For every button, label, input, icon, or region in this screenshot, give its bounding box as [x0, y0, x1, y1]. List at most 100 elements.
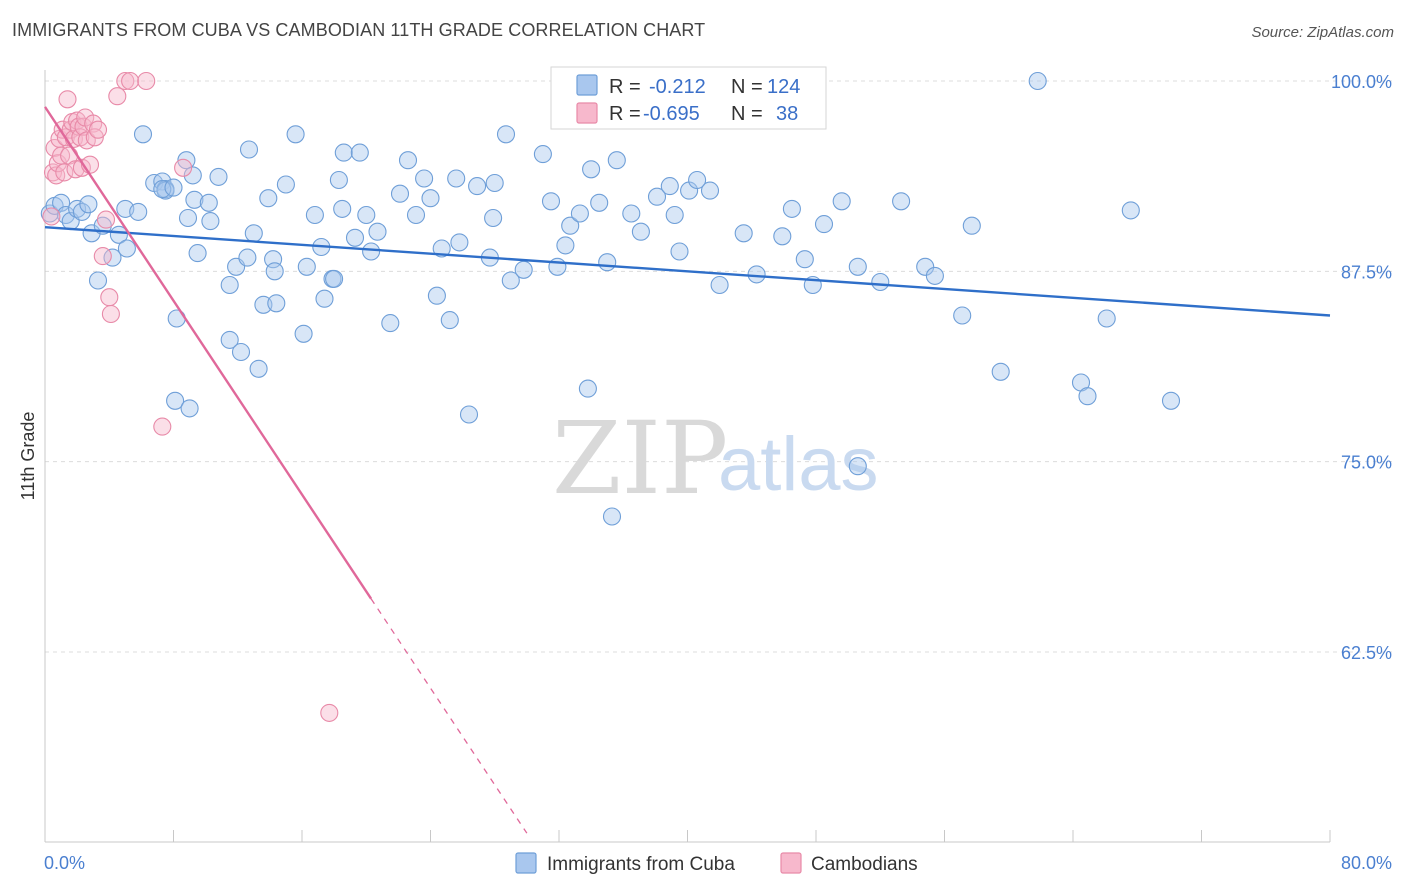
data-point: [556, 236, 575, 255]
data-point: [100, 288, 119, 307]
stats-n-label-cambodians: N =: [731, 103, 763, 125]
data-point: [468, 177, 487, 196]
data-point: [96, 210, 116, 229]
data-point: [101, 304, 120, 324]
data-points: [40, 71, 1181, 722]
data-point: [459, 405, 479, 424]
data-point: [84, 114, 103, 133]
data-point: [117, 239, 136, 258]
data-point: [334, 143, 353, 162]
data-point: [55, 163, 74, 182]
legend: Immigrants from Cuba Cambodians: [515, 852, 918, 875]
data-point: [925, 266, 944, 285]
y-tick-label-2: 87.5%: [1341, 262, 1392, 282]
data-point: [180, 399, 199, 418]
data-point: [631, 222, 650, 241]
data-point: [297, 257, 316, 276]
data-point: [103, 248, 122, 267]
data-point: [561, 216, 580, 235]
data-point: [892, 192, 911, 211]
source-credit: Source: ZipAtlas.com: [1251, 24, 1394, 41]
data-point: [607, 151, 626, 170]
stats-r-value-cuba: -0.212: [649, 76, 706, 98]
data-point: [129, 202, 148, 221]
data-point: [45, 138, 64, 158]
data-point: [66, 160, 85, 179]
data-point: [199, 193, 218, 212]
watermark: ZIP atlas: [552, 400, 879, 517]
data-point: [432, 239, 451, 258]
data-point: [286, 125, 305, 144]
data-point: [357, 205, 376, 225]
legend-item-cambodians[interactable]: Cambodians: [780, 852, 918, 875]
y-tick-label-3: 100.0%: [1331, 72, 1392, 92]
data-point: [381, 314, 400, 333]
trend-lines: [43, 106, 1331, 834]
data-point: [185, 190, 204, 209]
data-point: [320, 703, 339, 722]
stats-n-value-cuba: 124: [767, 76, 800, 98]
data-point: [88, 120, 108, 139]
data-point: [267, 294, 286, 313]
data-point: [773, 227, 792, 246]
grid-lines: [45, 80, 1392, 653]
data-point: [953, 306, 972, 325]
data-point: [72, 202, 91, 221]
legend-item-cuba[interactable]: Immigrants from Cuba: [515, 852, 735, 875]
stats-r-value-cambodians: -0.695: [643, 103, 700, 125]
data-point: [188, 244, 207, 263]
data-point: [598, 253, 617, 272]
legend-swatch-cuba: [515, 852, 537, 874]
data-point: [398, 151, 418, 170]
data-point: [660, 177, 679, 196]
stats-swatch-cuba: [576, 74, 598, 96]
data-point: [1161, 391, 1181, 410]
data-point: [421, 189, 440, 208]
data-point: [209, 167, 228, 186]
trend-line-0: [44, 225, 1331, 317]
data-point: [533, 145, 552, 164]
x-tick-label-min: 0.0%: [44, 853, 85, 873]
data-point: [174, 158, 193, 177]
data-point: [238, 248, 257, 267]
legend-label-cuba: Immigrants from Cuba: [547, 854, 735, 875]
data-point: [1078, 387, 1097, 406]
data-point: [121, 71, 140, 91]
data-point: [294, 324, 313, 343]
data-point: [79, 195, 98, 214]
data-point: [153, 417, 172, 436]
data-point: [541, 192, 561, 211]
data-point: [249, 359, 268, 378]
data-point: [133, 125, 153, 144]
data-point: [962, 216, 981, 235]
y-tick-label-0: 62.5%: [1341, 643, 1392, 663]
data-point: [88, 271, 108, 290]
stats-box: R = -0.212 N = 124 R = -0.695 N = 38: [550, 66, 827, 130]
data-point: [42, 207, 61, 226]
data-point: [74, 117, 93, 136]
data-point: [700, 181, 720, 200]
data-point: [183, 166, 202, 185]
data-point: [795, 250, 814, 269]
data-point: [108, 87, 127, 106]
data-point: [578, 379, 597, 398]
data-point: [710, 275, 729, 295]
data-point: [647, 187, 667, 206]
series-points-1: [42, 71, 339, 722]
trend-line-1: [43, 106, 373, 600]
data-point: [201, 212, 220, 231]
data-point: [244, 224, 263, 243]
data-point: [582, 160, 601, 179]
data-point: [116, 71, 135, 91]
data-point: [1121, 201, 1140, 220]
data-point: [231, 342, 251, 362]
stats-r-label-cambodians: R =: [609, 103, 641, 125]
data-point: [782, 199, 801, 218]
data-point: [570, 204, 589, 223]
y-axis-label: 11th Grade: [18, 412, 38, 501]
data-point: [305, 205, 324, 225]
data-point: [276, 175, 295, 194]
data-point: [137, 71, 156, 91]
data-point: [1097, 309, 1116, 328]
